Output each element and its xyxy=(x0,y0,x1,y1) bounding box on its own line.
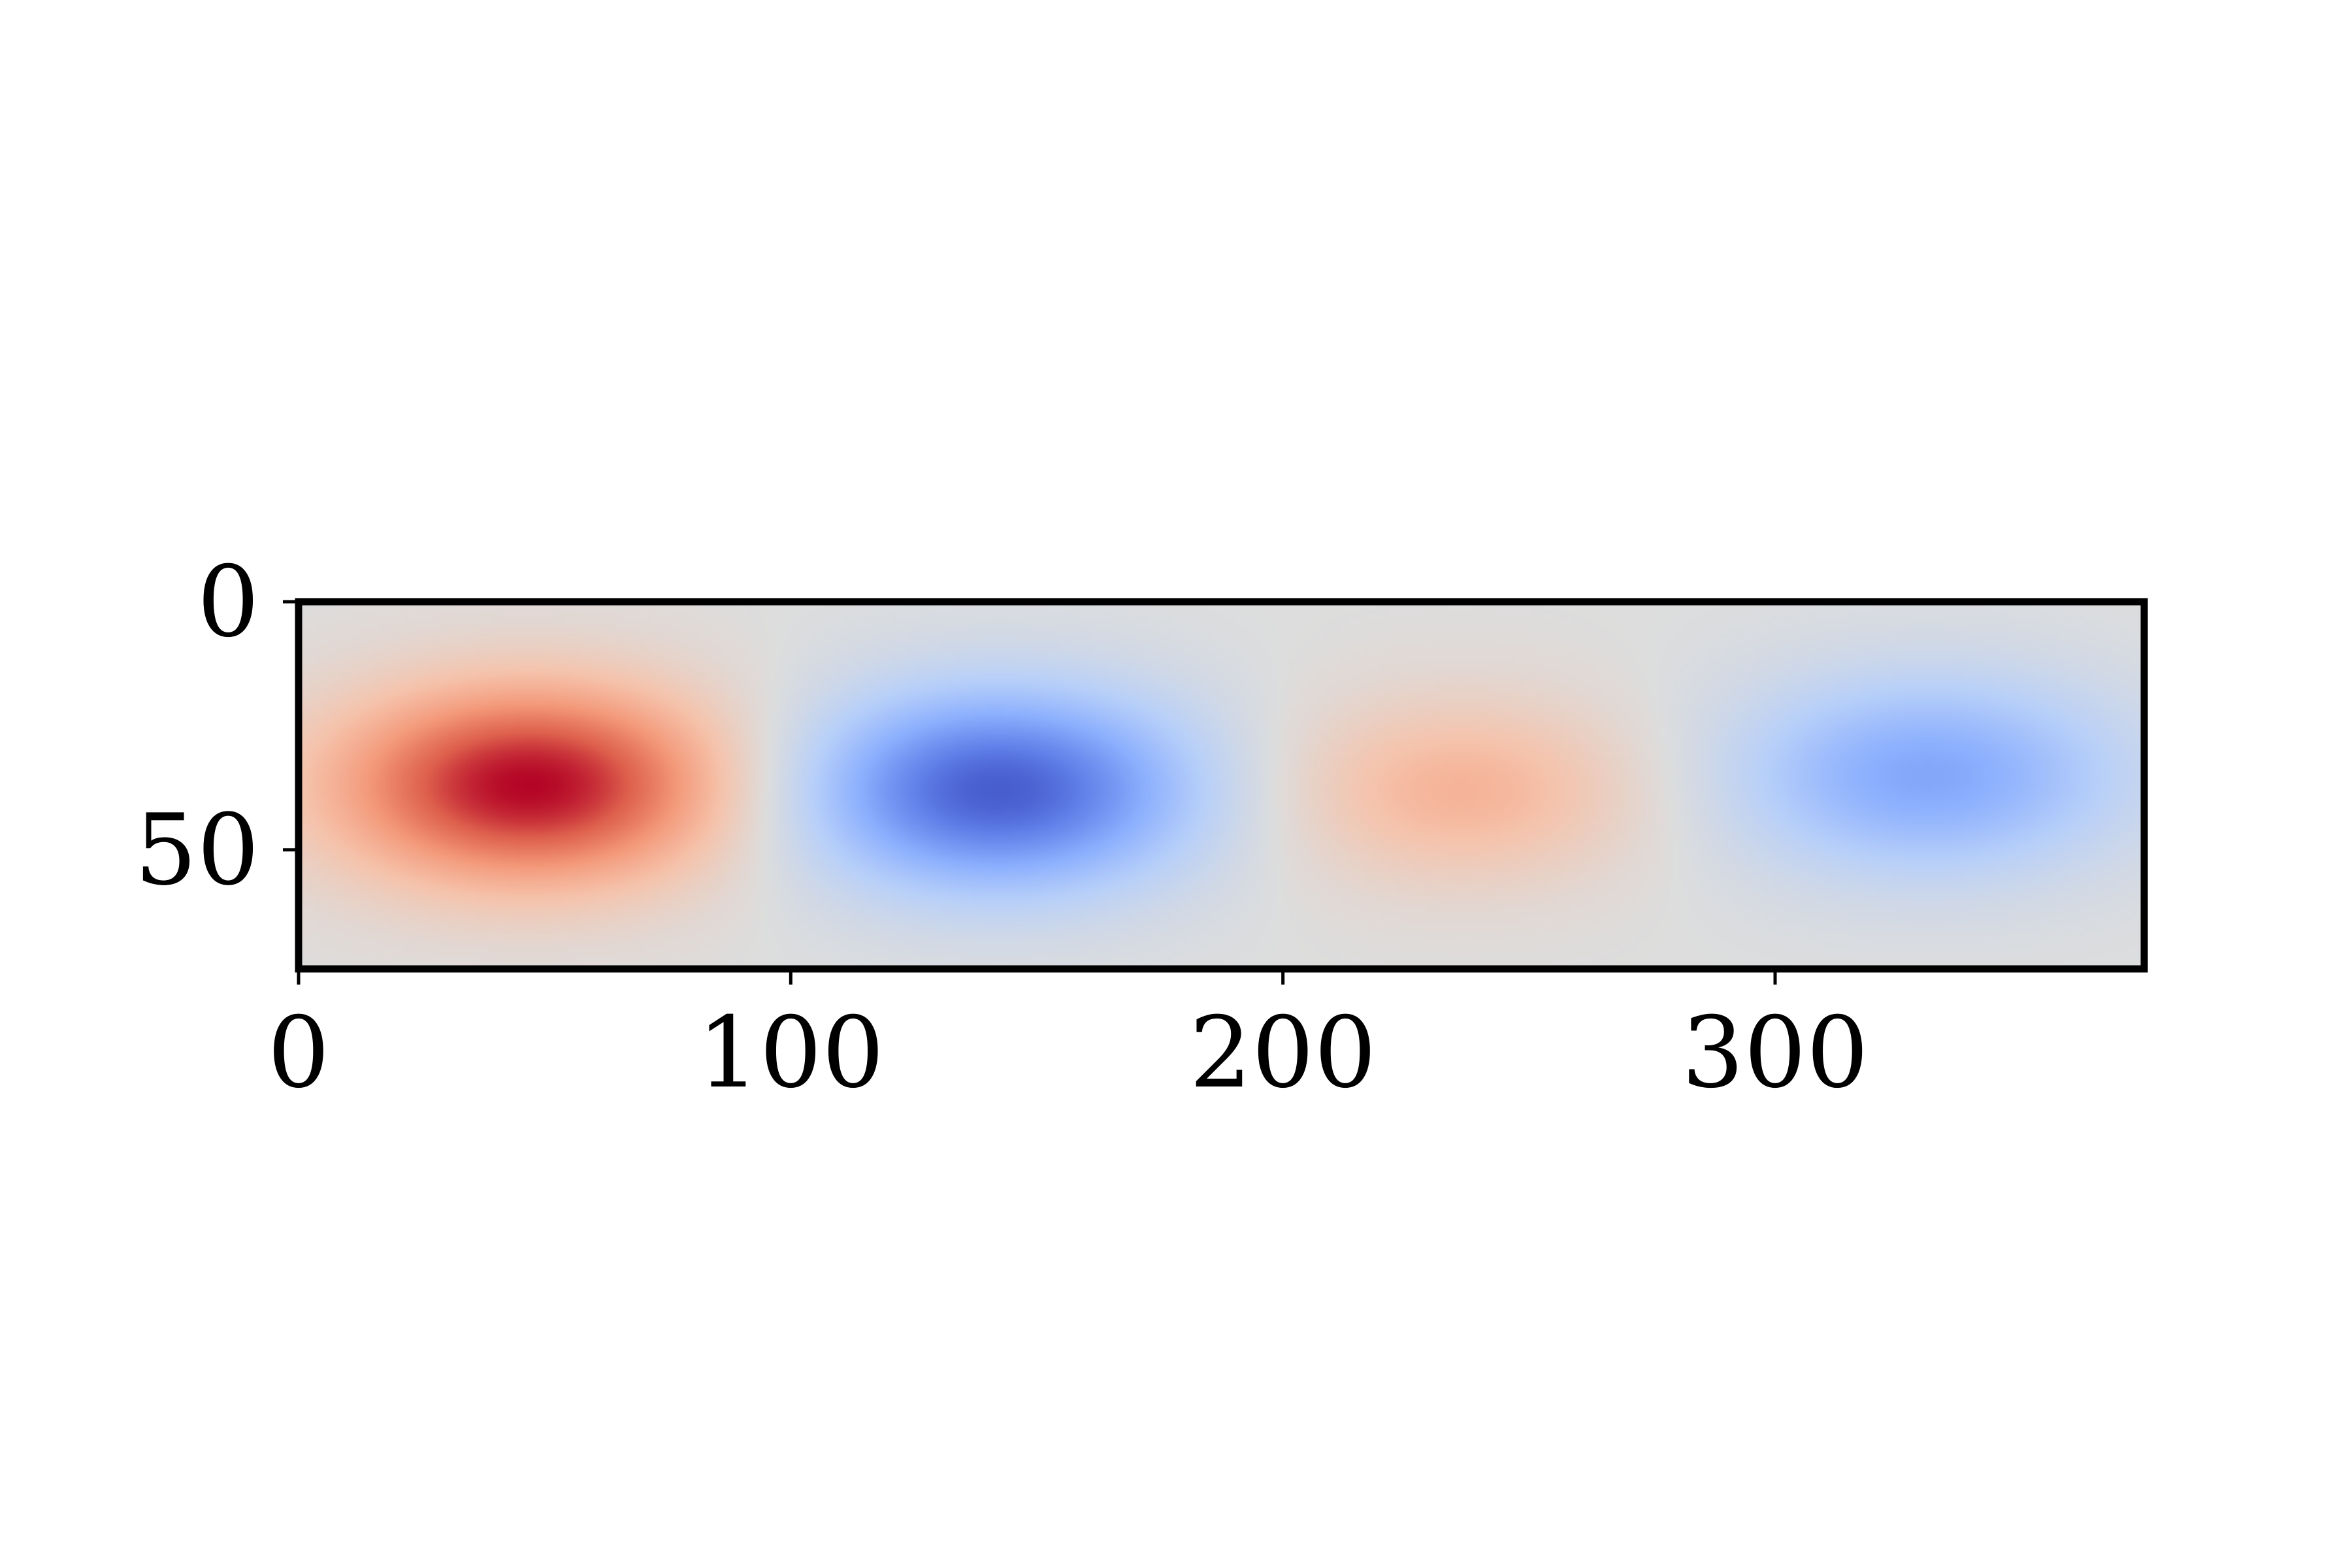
heatmap-raster xyxy=(299,602,2144,969)
y-tick-label: 50 xyxy=(135,794,259,907)
x-tick-label: 100 xyxy=(697,996,884,1110)
x-tick-label: 300 xyxy=(1682,996,1869,1110)
x-tick-label: 0 xyxy=(267,996,329,1110)
y-axis: 0 50 xyxy=(135,546,295,907)
x-tick-label: 200 xyxy=(1190,996,1377,1110)
y-tick-label: 0 xyxy=(197,546,259,659)
plot-frame xyxy=(295,598,2148,973)
x-axis: 0 100 200 300 xyxy=(267,972,1869,1110)
heatmap-image xyxy=(299,602,2144,969)
